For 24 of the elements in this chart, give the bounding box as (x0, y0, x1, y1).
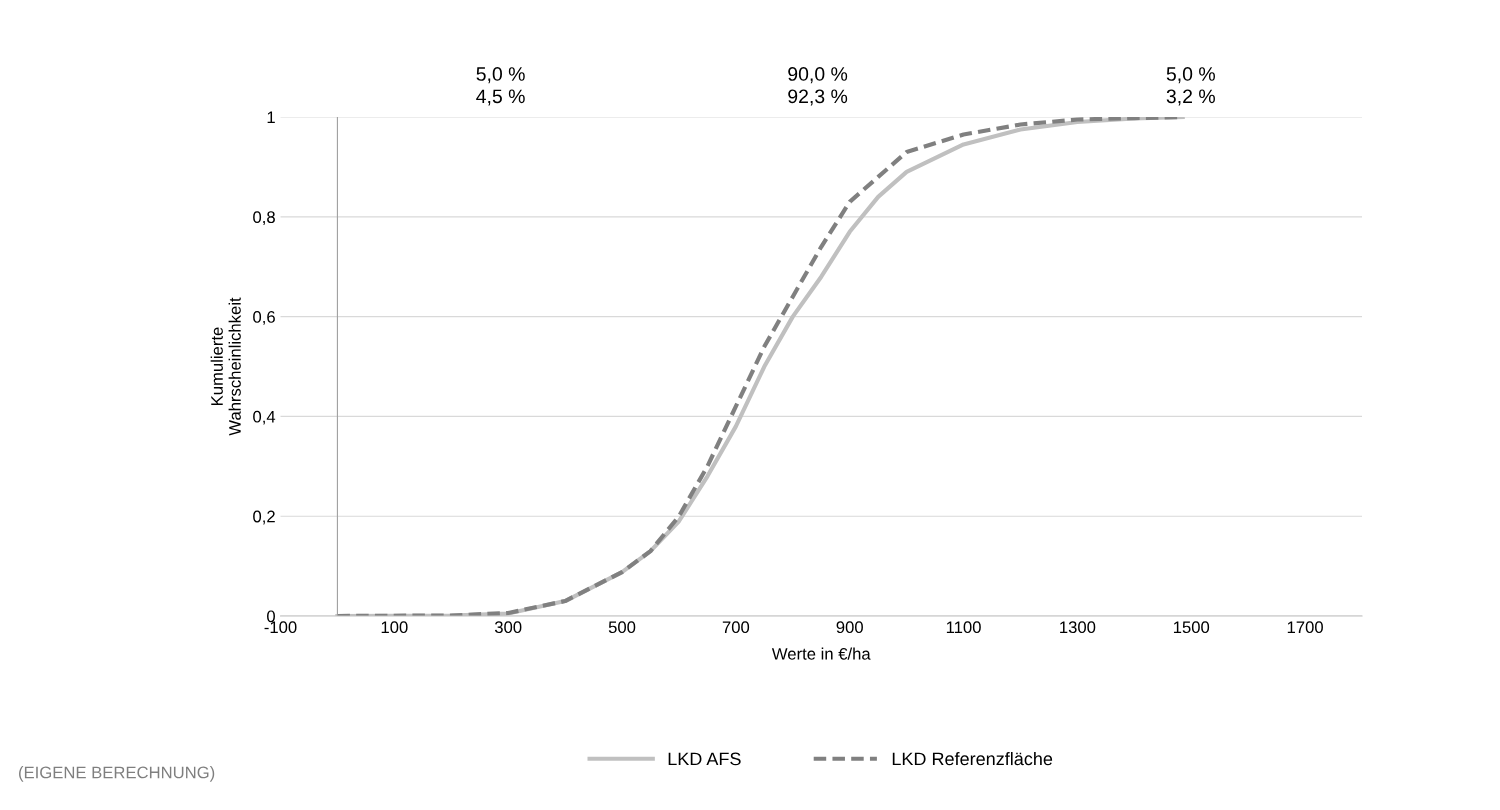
x-tick-label: 500 (608, 621, 636, 634)
text: 5,0 % 3,2 % (1166, 67, 1215, 106)
text: 90,0 % 92,3 % (788, 67, 848, 106)
x-tick-label: 1300 (1060, 621, 1096, 634)
y-tick-label: 0,6 (253, 311, 275, 325)
legend-label: LKD Referenzfläche (892, 752, 1053, 766)
x-axis-title: Werte in €/ha (771, 647, 871, 660)
x-tick-label: 700 (722, 621, 750, 634)
y-tick-label: 0,8 (253, 211, 275, 226)
legend-label: LKD AFS (668, 752, 741, 766)
x-tick-label: 100 (381, 621, 408, 634)
x-tick-label: 1700 (1287, 621, 1323, 634)
text: 5,0 % 4,5 % (476, 67, 525, 106)
y-tick-label: 0 (267, 610, 275, 623)
x-tick-label: 1100 (946, 621, 981, 634)
text: (EIGENE BERECHNUNG) (19, 766, 215, 782)
y-tick-label: 0,2 (253, 510, 275, 525)
x-tick-label: 1500 (1173, 621, 1210, 634)
x-tick-label: 300 (494, 621, 522, 634)
x-tick-label: -100 (264, 621, 297, 634)
y-tick-label: 1 (267, 111, 275, 124)
y-tick-label: 0,4 (253, 410, 276, 425)
x-tick-label: 900 (836, 621, 863, 634)
y-axis-title: Kumulierte Wahrscheinlichkeit (210, 297, 241, 436)
